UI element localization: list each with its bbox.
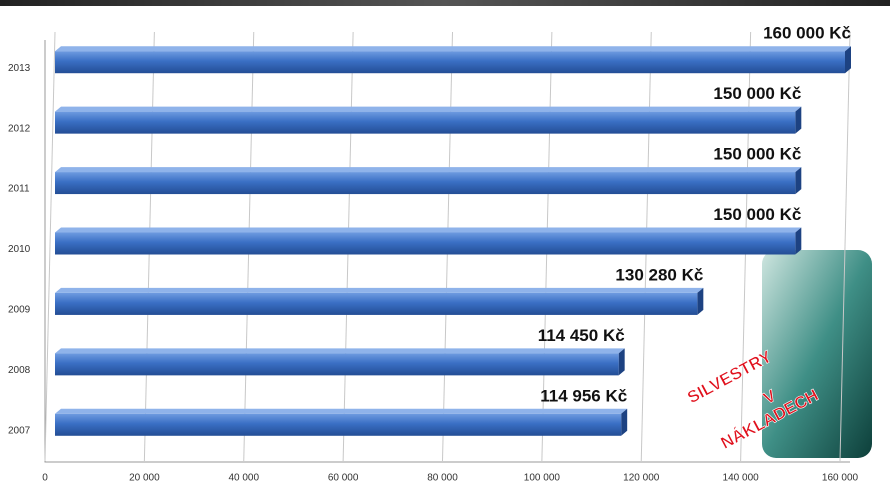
grid-line — [44, 31, 56, 462]
grid-line — [839, 31, 851, 462]
top-strip — [0, 0, 890, 6]
bar — [55, 232, 796, 255]
x-tick-label: 40 000 — [228, 473, 259, 484]
bar-top — [55, 287, 704, 293]
x-tick-label: 60 000 — [328, 473, 359, 484]
x-tick-label: 120 000 — [623, 473, 660, 484]
bar-side — [697, 287, 704, 315]
decor-image — [762, 250, 872, 458]
y-tick-label: 2011 — [8, 184, 30, 195]
x-tick-label: 160 000 — [822, 473, 859, 484]
bar — [55, 353, 619, 376]
axis-frame — [44, 40, 850, 463]
bar-side — [795, 106, 802, 134]
value-label: 114 450 Kč — [538, 326, 625, 345]
y-tick-label: 2013 — [8, 63, 31, 74]
y-tick-label: 2012 — [8, 123, 31, 134]
value-label: 150 000 Kč — [713, 205, 801, 224]
bar-top — [55, 408, 628, 414]
bar-side — [795, 227, 802, 255]
value-label: 114 956 Kč — [540, 386, 627, 405]
x-tick-label: 100 000 — [524, 473, 561, 484]
y-tick-label: 2007 — [8, 425, 31, 436]
y-tick-label: 2008 — [8, 365, 31, 376]
bar-side — [618, 348, 625, 376]
bar — [55, 172, 796, 195]
y-tick-label: 2010 — [8, 244, 31, 255]
value-label: 160 000 Kč — [763, 24, 851, 43]
annotation: SILVESTRY — [684, 347, 775, 408]
bar-top — [55, 106, 802, 112]
value-label: 130 280 Kč — [615, 265, 703, 284]
bar-side — [795, 167, 802, 195]
x-tick-label: 0 — [42, 473, 48, 484]
bar — [55, 51, 845, 74]
bar-side — [845, 46, 851, 74]
bar — [55, 111, 796, 134]
x-tick-label: 20 000 — [129, 473, 160, 484]
value-label: 150 000 Kč — [713, 145, 801, 164]
bar — [55, 413, 622, 436]
bar-side — [621, 408, 628, 436]
bar-top — [55, 227, 802, 233]
x-tick-label: 80 000 — [427, 473, 458, 484]
bar-top — [55, 46, 851, 52]
value-label: 150 000 Kč — [713, 84, 801, 103]
bar-top — [55, 348, 625, 354]
y-tick-label: 2009 — [8, 305, 31, 316]
x-tick-label: 140 000 — [723, 473, 760, 484]
bar — [55, 292, 698, 315]
bar-top — [55, 167, 802, 173]
